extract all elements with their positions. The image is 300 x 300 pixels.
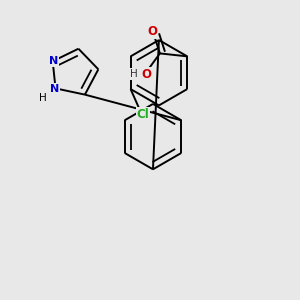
Text: H: H [130,69,138,79]
Text: N: N [49,56,58,66]
Text: Cl: Cl [137,108,149,121]
Text: O: O [142,68,152,81]
Text: H: H [39,93,47,103]
Text: N: N [50,84,60,94]
Text: O: O [148,25,158,38]
